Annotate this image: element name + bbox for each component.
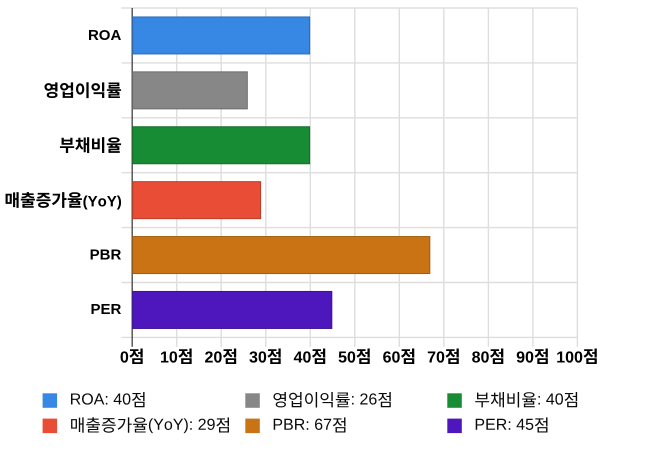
svg-text:ROA: ROA <box>88 27 122 44</box>
svg-text:PER: PER <box>90 301 121 318</box>
svg-text:PBR: PBR <box>90 246 122 263</box>
